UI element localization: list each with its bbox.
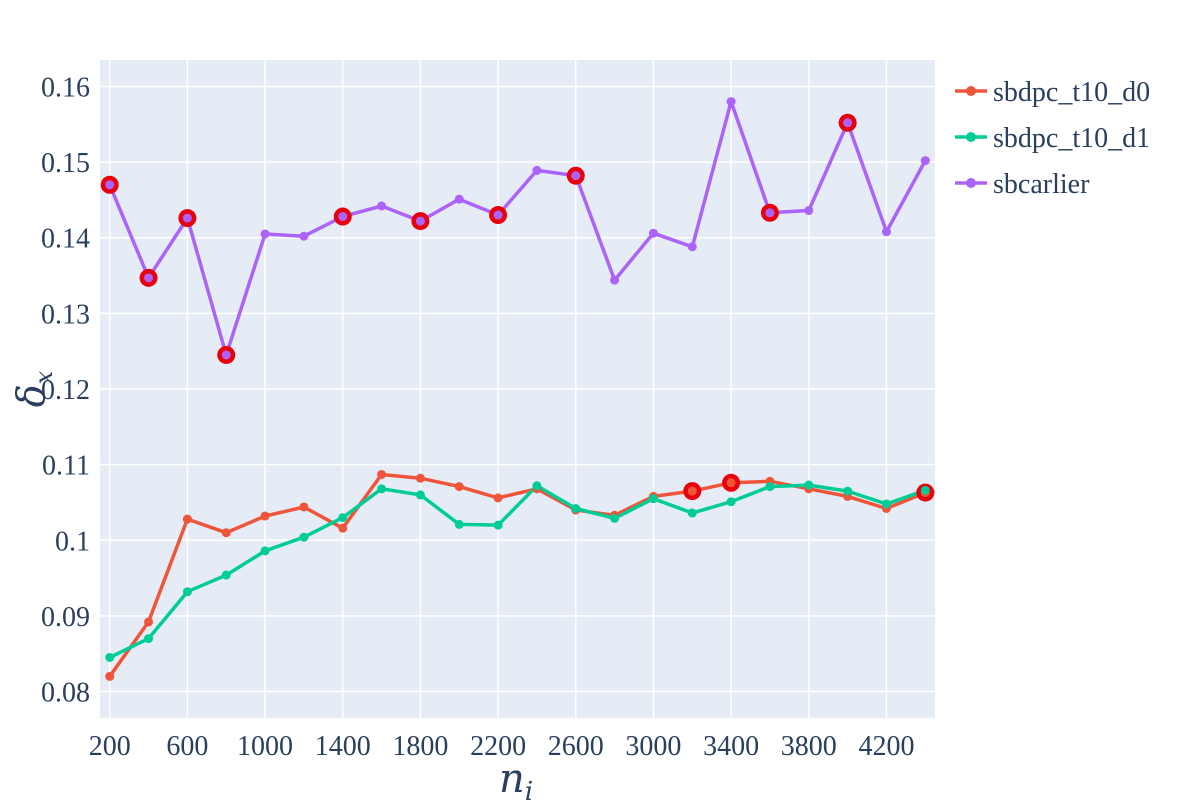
data-point-sbdpc_t10_d1 <box>221 570 231 580</box>
data-point-sbdpc_t10_d0 <box>105 671 115 681</box>
data-point-sbdpc_t10_d1 <box>843 486 853 496</box>
legend-label: sbdpc_t10_d1 <box>993 123 1150 154</box>
x-axis-title: ni <box>499 756 533 800</box>
series-line-sbcarlier <box>108 99 927 357</box>
data-point-sbdpc_t10_d1 <box>415 490 425 500</box>
data-point-sbcarlier <box>920 156 930 166</box>
data-point-sbcarlier <box>843 118 853 128</box>
y-tick-label: 0.15 <box>41 148 90 179</box>
y-tick-label: 0.12 <box>41 375 90 406</box>
data-point-sbdpc_t10_d1 <box>804 480 814 490</box>
x-tick-label: 200 <box>89 731 131 762</box>
data-point-sbdpc_t10_d1 <box>182 587 192 597</box>
data-point-sbdpc_t10_d0 <box>415 473 425 483</box>
y-tick-label: 0.16 <box>41 72 90 103</box>
data-point-sbdpc_t10_d1 <box>105 652 115 662</box>
data-point-sbdpc_t10_d0 <box>377 469 387 479</box>
data-point-sbdpc_t10_d1 <box>648 494 658 504</box>
data-point-sbdpc_t10_d1 <box>260 546 270 556</box>
data-point-sbcarlier <box>726 97 736 107</box>
data-point-sbcarlier <box>105 180 115 190</box>
data-point-sbcarlier <box>221 350 231 360</box>
legend-swatch-marker <box>966 132 976 142</box>
data-point-sbdpc_t10_d1 <box>726 497 736 507</box>
data-point-sbdpc_t10_d1 <box>610 513 620 523</box>
data-point-sbcarlier <box>299 231 309 241</box>
x-tick-label: 1800 <box>392 731 448 762</box>
legend-swatch-marker <box>966 86 976 96</box>
series-lines <box>108 99 927 678</box>
data-point-sbdpc_t10_d1 <box>454 519 464 529</box>
data-point-sbdpc_t10_d1 <box>881 499 891 509</box>
y-tick-label: 0.11 <box>42 451 90 482</box>
data-point-sbdpc_t10_d0 <box>221 528 231 538</box>
data-point-sbdpc_t10_d1 <box>687 508 697 518</box>
series-line-sbdpc_t10_d1 <box>108 483 926 660</box>
y-axis-title-main: δ <box>9 384 53 407</box>
data-point-sbdpc_t10_d1 <box>338 513 348 523</box>
data-point-sbdpc_t10_d0 <box>493 493 503 503</box>
grid-lines <box>100 60 935 718</box>
data-point-sbcarlier <box>687 242 697 252</box>
x-tick-label: 4200 <box>858 731 914 762</box>
data-point-sbcarlier <box>571 171 581 181</box>
data-point-sbcarlier <box>182 213 192 223</box>
x-tick-label: 1400 <box>315 731 371 762</box>
data-point-sbcarlier <box>610 275 620 285</box>
data-point-sbdpc_t10_d0 <box>144 617 154 627</box>
data-point-sbcarlier <box>260 229 270 239</box>
legend-label: sbcarlier <box>993 169 1090 200</box>
series-points <box>105 97 930 681</box>
x-tick-label: 2200 <box>470 731 526 762</box>
data-point-sbdpc_t10_d0 <box>726 478 736 488</box>
data-point-sbdpc_t10_d1 <box>493 520 503 530</box>
x-tick-label: 600 <box>166 731 208 762</box>
data-point-sbdpc_t10_d1 <box>920 485 930 495</box>
data-point-sbcarlier <box>493 210 503 220</box>
y-tick-label: 0.09 <box>41 602 90 633</box>
data-point-sbcarlier <box>377 201 387 211</box>
x-tick-label: 2600 <box>548 731 604 762</box>
x-tick-label: 1000 <box>237 731 293 762</box>
y-tick-label: 0.1 <box>55 526 90 557</box>
y-tick-label: 0.14 <box>41 224 90 255</box>
data-point-sbcarlier <box>765 208 775 218</box>
data-point-sbdpc_t10_d1 <box>571 503 581 513</box>
data-point-sbdpc_t10_d0 <box>299 502 309 512</box>
legend-swatch-marker <box>966 178 976 188</box>
data-point-sbcarlier <box>338 212 348 222</box>
data-point-sbdpc_t10_d0 <box>338 523 348 533</box>
data-point-sbcarlier <box>144 273 154 283</box>
data-point-sbdpc_t10_d0 <box>260 511 270 521</box>
data-point-sbdpc_t10_d0 <box>687 486 697 496</box>
y-tick-labels: 0.08 0.09 0.1 0.11 0.12 0.13 0.14 0.15 0.16 <box>41 72 90 708</box>
data-point-sbcarlier <box>532 165 542 175</box>
data-point-sbcarlier <box>881 227 891 237</box>
data-point-sbdpc_t10_d0 <box>454 482 464 492</box>
data-point-sbdpc_t10_d1 <box>377 484 387 494</box>
y-axis-title: δx <box>9 370 58 407</box>
data-point-sbcarlier <box>454 194 464 204</box>
data-point-sbcarlier <box>415 216 425 226</box>
x-axis-title-main: n <box>499 756 525 800</box>
x-tick-label: 3400 <box>703 731 759 762</box>
x-axis-title-sub: i <box>525 777 533 800</box>
x-tick-labels: 200 600 1000 1400 1800 2200 2600 3000 3400 3800 42… <box>89 731 915 762</box>
x-tick-label: 3800 <box>781 731 837 762</box>
data-point-sbdpc_t10_d1 <box>144 634 154 644</box>
data-point-sbdpc_t10_d1 <box>532 481 542 491</box>
data-point-sbcarlier <box>804 206 814 216</box>
data-point-sbdpc_t10_d1 <box>765 482 775 492</box>
y-tick-label: 0.13 <box>41 299 90 330</box>
y-tick-label: 0.08 <box>41 678 90 709</box>
data-point-sbdpc_t10_d1 <box>299 532 309 542</box>
x-tick-label: 3000 <box>625 731 681 762</box>
data-point-sbcarlier <box>648 228 658 238</box>
data-point-sbdpc_t10_d0 <box>182 514 192 524</box>
legend: sbdpc_t10_d0 sbdpc_t10_d1 sbcarlier <box>955 77 1150 200</box>
y-axis-title-sub: x <box>30 370 58 384</box>
legend-label: sbdpc_t10_d0 <box>993 77 1150 108</box>
